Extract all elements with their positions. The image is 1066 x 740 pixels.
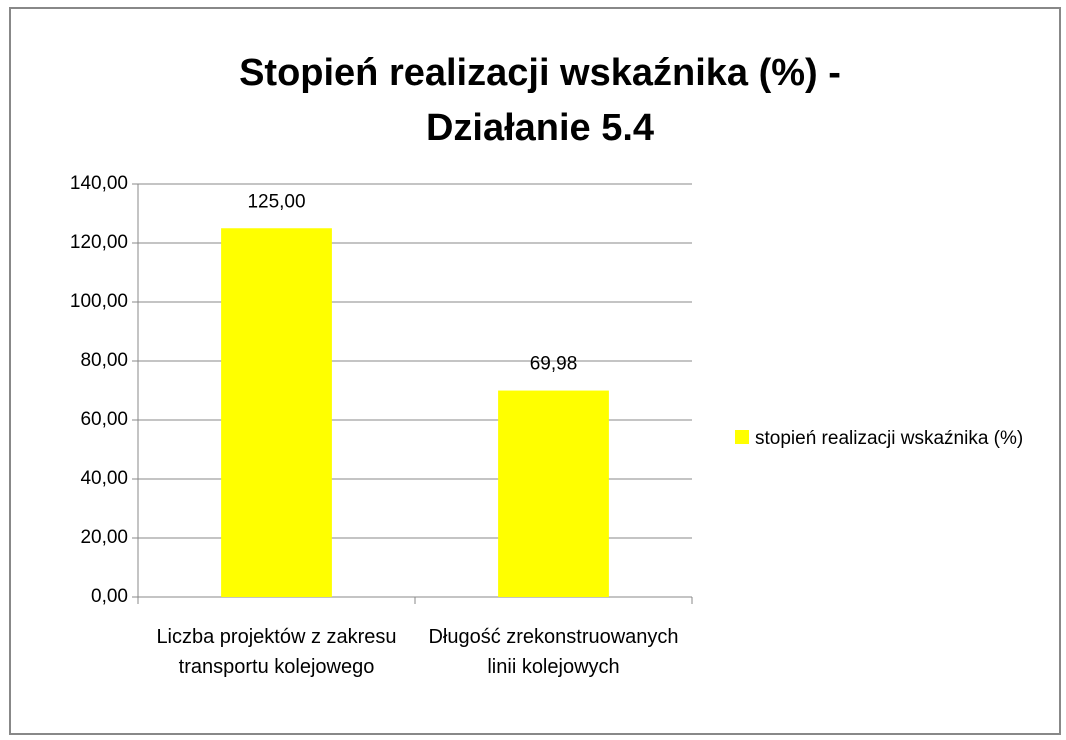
legend-swatch [735, 430, 749, 444]
data-label: 69,98 [530, 354, 578, 375]
y-tick-label: 60,00 [80, 409, 128, 430]
bar [498, 390, 609, 597]
bar [221, 228, 332, 597]
chart-title: Stopień realizacji wskaźnika (%) - [239, 52, 841, 94]
chart-title: Działanie 5.4 [426, 107, 654, 149]
x-tick-label: Liczba projektów z zakresu transportu ko… [156, 626, 397, 678]
y-tick-label: 140,00 [70, 173, 128, 194]
x-tick-label: Długość zrekonstruowanych linii kolejowy… [428, 626, 679, 678]
legend: stopień realizacji wskaźnika (%) [735, 424, 1065, 454]
y-tick-label: 120,00 [70, 232, 128, 253]
legend-label: stopień realizacji wskaźnika (%) [755, 428, 1024, 449]
y-tick-label: 0,00 [91, 586, 128, 607]
data-label: 125,00 [247, 191, 305, 212]
y-tick-label: 80,00 [80, 350, 128, 371]
y-tick-label: 100,00 [70, 291, 128, 312]
y-tick-label: 40,00 [80, 468, 128, 489]
y-tick-label: 20,00 [80, 527, 128, 548]
chart-border [9, 7, 1061, 735]
